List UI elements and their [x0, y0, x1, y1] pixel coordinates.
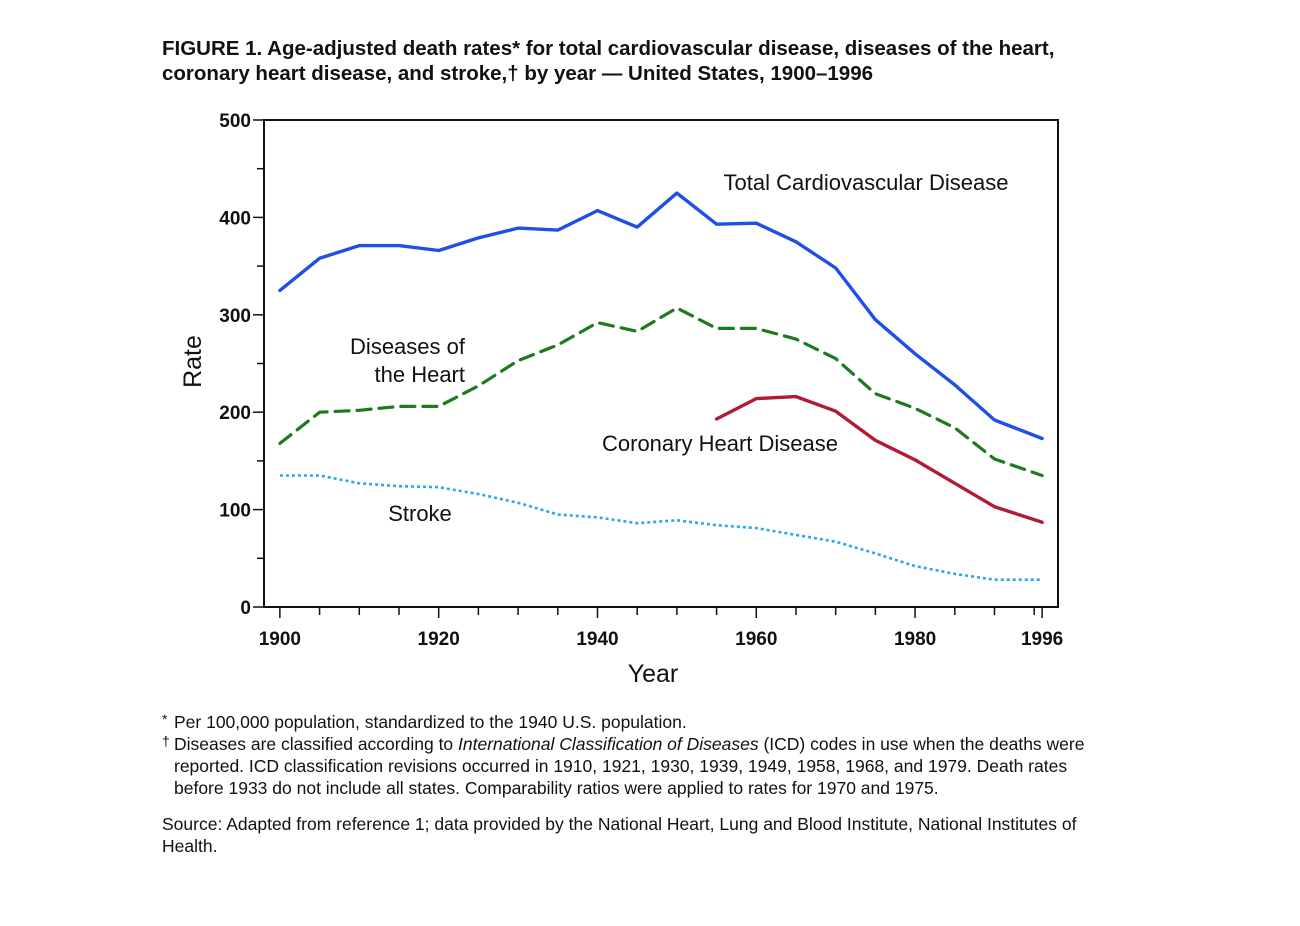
series-label-1: Diseases of [350, 334, 466, 359]
figure-footnotes: * Per 100,000 population, standardized t… [162, 711, 1112, 857]
y-tick-label: 500 [219, 111, 251, 132]
series-line-2 [714, 394, 1044, 524]
footnote-icd-italic: International Classification of Diseases [458, 734, 759, 754]
y-tick-label: 0 [240, 598, 251, 619]
x-tick-label: 1920 [418, 629, 460, 650]
x-tick-label: 1940 [576, 629, 618, 650]
x-tick-label: 1900 [259, 629, 301, 650]
series-line-0 [278, 191, 1044, 441]
footnote-dagger-mark: † [162, 733, 170, 749]
series-line-1 [278, 306, 1044, 478]
chart-series-group [278, 191, 1044, 582]
footnote-per-population: * Per 100,000 population, standardized t… [162, 711, 1112, 733]
x-tick-label: 1996 [1021, 629, 1063, 650]
footnote-per-population-text: Per 100,000 population, standardized to … [174, 712, 687, 732]
chart-labels-group: Total Cardiovascular Disease Diseases of t… [350, 170, 1008, 526]
footnote-icd: † Diseases are classified according to I… [162, 733, 1112, 799]
x-tick-label: 1980 [894, 629, 936, 650]
y-tick-label: 300 [219, 306, 251, 327]
footnote-icd-text: Diseases are classified according to Int… [174, 733, 1112, 799]
footnote-asterisk-mark: * [162, 711, 168, 727]
series-label-2: Coronary Heart Disease [602, 431, 838, 456]
y-tick-label: 100 [219, 501, 251, 522]
figure-title: FIGURE 1. Age-adjusted death rates* for … [162, 37, 1055, 85]
y-tick-label: 200 [219, 403, 251, 424]
y-axis-title: Rate [179, 335, 207, 388]
x-axis-title: Year [628, 660, 679, 688]
footnote-icd-text-post: (ICD) codes in use when the deaths were … [174, 734, 1085, 798]
series-label-3: Stroke [388, 501, 452, 526]
x-tick-label: 1960 [735, 629, 777, 650]
series-line-3 [279, 474, 1043, 582]
source-note: Source: Adapted from reference 1; data p… [162, 814, 1077, 856]
chart-axes: 0 100 200 300 400 500 1900 1920 1940 1960 1980 1996… [179, 111, 1063, 688]
line-chart: 0 100 200 300 400 500 1900 1920 1940 1960 1980 1996… [179, 111, 1063, 688]
series-label-1: the Heart [375, 362, 466, 387]
y-tick-label: 400 [219, 208, 251, 229]
series-label-0: Total Cardiovascular Disease [724, 170, 1009, 195]
footnote-icd-text-pre: Diseases are classified according to [174, 734, 459, 754]
